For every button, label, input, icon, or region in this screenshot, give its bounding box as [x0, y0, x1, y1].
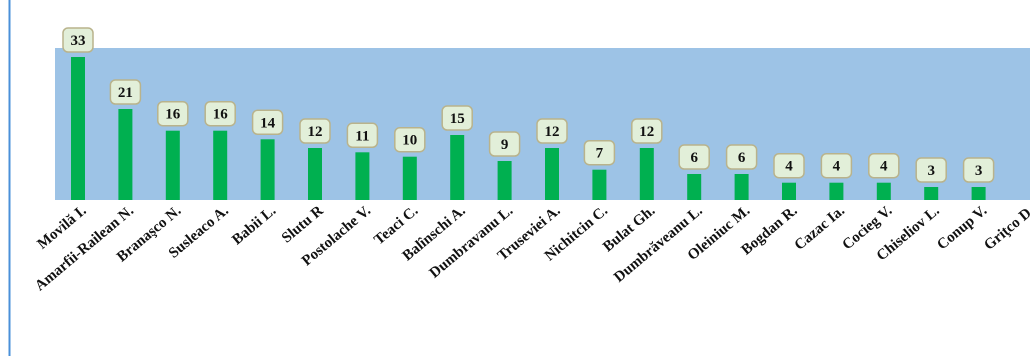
- value-label: 9: [488, 131, 521, 157]
- value-label: 4: [868, 152, 900, 179]
- bar: [687, 174, 702, 200]
- value-label-text: 7: [596, 146, 604, 162]
- bar: [734, 174, 749, 200]
- value-label-text: 9: [501, 137, 509, 153]
- category-label: Dumbrăveanu L.: [611, 203, 706, 286]
- value-label-box: [536, 118, 568, 144]
- value-label-text: 4: [880, 159, 888, 175]
- bar: [308, 148, 322, 200]
- bar: [971, 187, 986, 200]
- bar: [450, 135, 465, 200]
- value-label-box: [583, 139, 616, 166]
- value-label: 21: [109, 79, 142, 105]
- value-label: 3: [962, 157, 995, 183]
- value-label-box: [204, 100, 236, 127]
- value-label-box: [346, 122, 379, 149]
- value-label-box: [631, 118, 663, 144]
- value-label-text: 12: [545, 124, 560, 140]
- value-label-text: 4: [833, 159, 841, 175]
- value-label: 3: [915, 157, 947, 183]
- category-label: Dumbravanu L.: [427, 203, 517, 282]
- value-label-box: [773, 152, 805, 179]
- bar: [782, 182, 796, 200]
- value-label-text: 12: [308, 124, 323, 140]
- value-label: 6: [678, 144, 710, 170]
- value-label-box: [157, 100, 189, 127]
- value-label: 7: [583, 139, 616, 166]
- value-label-text: 3: [975, 163, 983, 179]
- value-label-box: [109, 79, 142, 105]
- value-label-text: 16: [213, 107, 229, 123]
- category-label: Griţco D.: [981, 203, 1030, 254]
- value-label-box: [62, 27, 94, 53]
- value-label-box: [251, 109, 284, 136]
- value-label-text: 6: [738, 150, 746, 166]
- value-label: 4: [820, 152, 853, 179]
- bars-group: [71, 57, 986, 200]
- category-label: Cazac Ia.: [792, 203, 848, 254]
- value-label: 12: [536, 118, 568, 144]
- value-label-box: [394, 126, 426, 153]
- value-label-text: 12: [639, 124, 654, 140]
- value-label: 14: [251, 109, 284, 136]
- value-label-text: 14: [260, 115, 276, 131]
- value-label-box: [868, 152, 900, 179]
- value-label: 12: [631, 118, 663, 144]
- value-label: 33: [62, 27, 94, 53]
- bar: [118, 109, 133, 200]
- value-label-text: 16: [165, 107, 181, 123]
- value-label-text: 11: [355, 128, 369, 144]
- value-label: 16: [204, 100, 236, 127]
- value-label-box: [725, 144, 758, 170]
- value-label-text: 33: [71, 33, 86, 49]
- value-label-box: [915, 157, 947, 183]
- bar: [545, 148, 559, 200]
- bar: [829, 182, 844, 200]
- value-label-box: [678, 144, 710, 170]
- value-label-text: 15: [450, 111, 465, 127]
- category-label: Babii L.: [229, 203, 279, 249]
- value-label: 4: [773, 152, 805, 179]
- bar: [71, 57, 85, 200]
- value-label-box: [299, 118, 331, 144]
- bar: [592, 169, 607, 200]
- value-label-box: [488, 131, 521, 157]
- bar: [402, 156, 417, 200]
- value-label: 6: [725, 144, 758, 170]
- value-label: 11: [346, 122, 379, 149]
- bar: [165, 130, 180, 200]
- value-label: 12: [299, 118, 331, 144]
- value-label: 16: [157, 100, 189, 127]
- bar: [876, 182, 891, 200]
- bar: [355, 152, 370, 200]
- value-label-text: 6: [690, 150, 698, 166]
- bar: [639, 148, 654, 200]
- bar: [260, 139, 275, 200]
- value-label-text: 21: [118, 85, 133, 101]
- value-label-text: 3: [927, 163, 935, 179]
- category-label: Conup V.: [934, 203, 990, 254]
- value-label-text: 10: [402, 133, 417, 149]
- category-labels-group: Movilă I.Amarfii-Railean N.Branaşco N.Su…: [32, 203, 1030, 295]
- bar: [924, 187, 939, 200]
- value-label-text: 4: [785, 159, 793, 175]
- value-label-box: [962, 157, 995, 183]
- value-label: 10: [394, 126, 426, 153]
- value-label-box: [820, 152, 853, 179]
- value-label: 15: [441, 105, 473, 131]
- bar: [213, 130, 228, 200]
- value-label-box: [441, 105, 473, 131]
- bar: [497, 161, 512, 200]
